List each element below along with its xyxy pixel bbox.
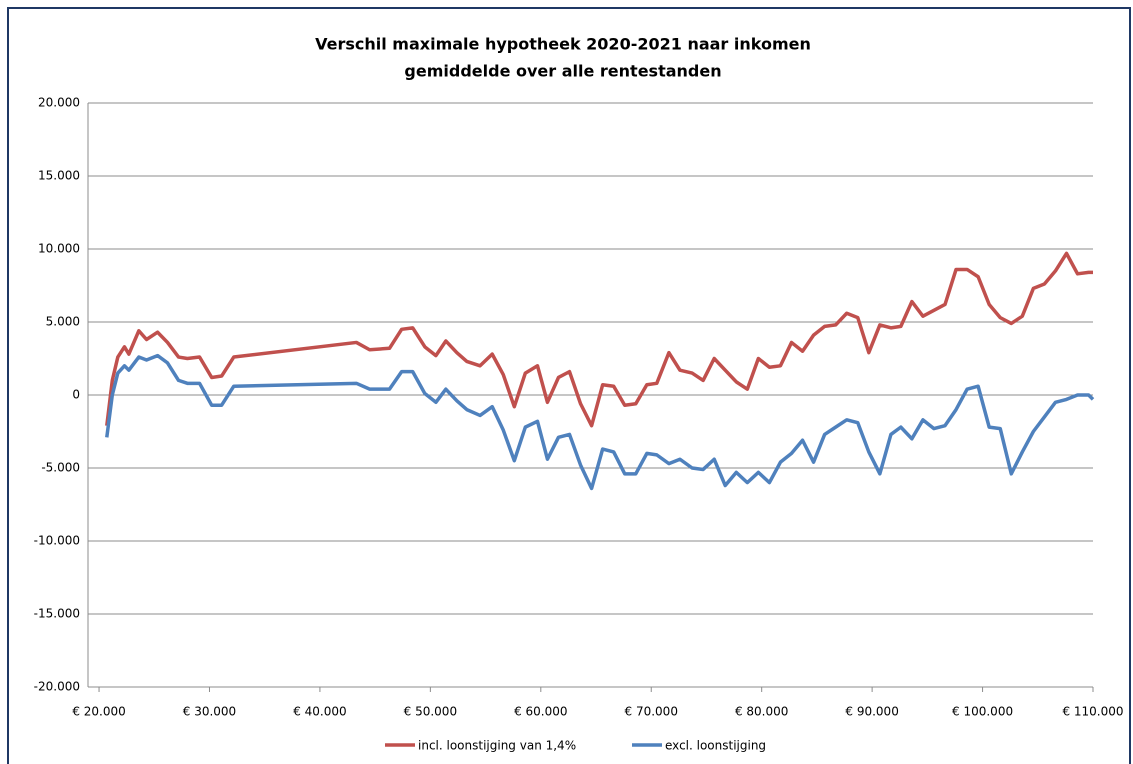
x-tick-label: € 110.000 [1062,705,1123,719]
y-tick-label: -5.000 [41,461,80,475]
y-tick-label: 10.000 [38,242,80,256]
legend-label: excl. loonstijging [665,739,766,753]
y-tick-label: 15.000 [38,169,80,183]
x-tick-label: € 30.000 [183,705,236,719]
y-tick-label: -20.000 [34,680,80,694]
x-tick-label: € 50.000 [404,705,457,719]
y-tick-label: 0 [72,388,80,402]
chart-title: Verschil maximale hypotheek 2020-2021 na… [315,35,811,54]
x-tick-label: € 90.000 [845,705,898,719]
x-tick-label: € 40.000 [293,705,346,719]
x-tick-label: € 80.000 [735,705,788,719]
chart-subtitle: gemiddelde over alle rentestanden [404,62,721,81]
y-tick-label: 20.000 [38,96,80,110]
x-tick-label: € 70.000 [625,705,678,719]
x-tick-label: € 100.000 [952,705,1013,719]
y-tick-label: -10.000 [34,534,80,548]
y-tick-label: 5.000 [46,315,80,329]
chart-frame [7,7,1131,764]
x-tick-label: € 60.000 [514,705,567,719]
y-tick-label: -15.000 [34,607,80,621]
series-line [105,353,1095,491]
x-tick-label: € 20.000 [72,705,125,719]
legend-label: incl. loonstijging van 1,4% [418,739,576,753]
series-line [105,251,1093,428]
